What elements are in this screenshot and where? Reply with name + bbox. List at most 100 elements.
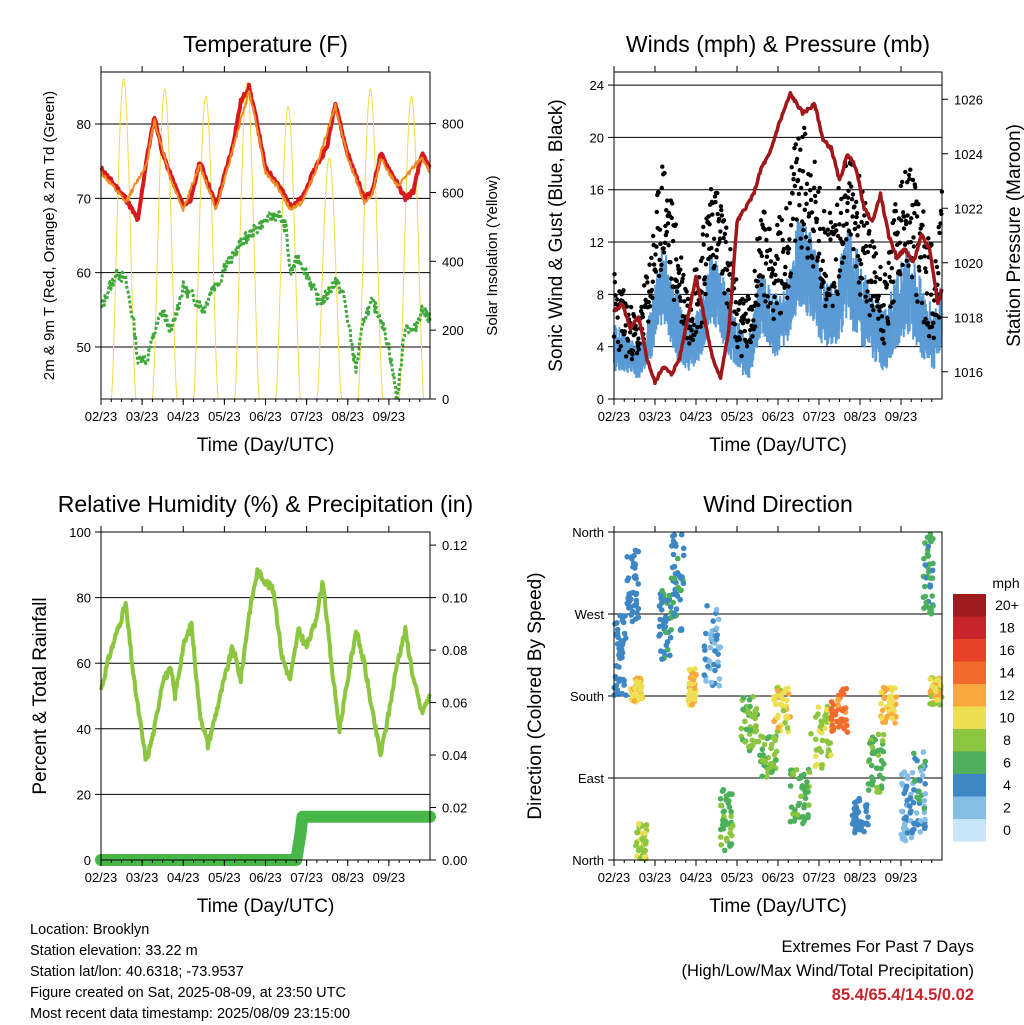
gust-point xyxy=(830,303,835,309)
direction-point xyxy=(898,771,905,778)
gust-point xyxy=(750,334,755,339)
gust-point xyxy=(767,226,772,232)
gust-point xyxy=(862,213,867,218)
gust-point xyxy=(922,254,927,259)
direction-point xyxy=(927,575,934,581)
gust-point xyxy=(650,279,655,284)
direction-point xyxy=(621,682,627,688)
gust-point xyxy=(734,277,739,282)
gust-point xyxy=(918,226,923,231)
direction-point xyxy=(782,720,788,726)
gust-point xyxy=(903,169,908,175)
gust-point xyxy=(636,336,641,341)
gust-point xyxy=(914,214,920,219)
direction-point xyxy=(728,813,734,820)
gust-point xyxy=(744,340,749,345)
colorbar-label: 12 xyxy=(999,687,1015,703)
gust-point xyxy=(630,348,636,353)
gust-point xyxy=(798,236,803,241)
direction-point xyxy=(843,717,849,723)
direction-point xyxy=(715,659,721,665)
station-elevation: Station elevation: 33.22 m xyxy=(30,943,198,959)
gust-point xyxy=(765,294,770,299)
direction-point xyxy=(718,802,724,809)
direction-point xyxy=(881,695,887,701)
chart-title: Temperature (F) xyxy=(183,31,348,57)
gust-point xyxy=(787,237,792,242)
gust-point xyxy=(841,255,847,260)
gust-point xyxy=(817,251,822,256)
x-tick-label: 06/23 xyxy=(762,870,795,885)
direction-point xyxy=(659,587,665,594)
direction-point xyxy=(629,693,636,699)
direction-point xyxy=(633,590,640,597)
direction-point xyxy=(703,630,709,637)
gust-point xyxy=(624,304,630,309)
direction-point xyxy=(841,706,847,712)
gust-point xyxy=(657,227,663,232)
direction-point xyxy=(722,820,728,826)
gust-point xyxy=(654,209,659,215)
gust-point xyxy=(923,269,929,275)
direction-point xyxy=(922,781,928,787)
direction-point xyxy=(828,752,834,759)
gust-point xyxy=(900,210,906,215)
direction-point xyxy=(738,725,745,732)
gust-point xyxy=(724,225,729,230)
direction-point xyxy=(824,707,830,713)
direction-point xyxy=(861,828,867,835)
gust-point xyxy=(647,304,653,309)
gust-point xyxy=(852,226,857,232)
direction-point xyxy=(749,737,756,743)
direction-point xyxy=(727,841,733,847)
series-2m-td xyxy=(100,210,432,402)
direction-point xyxy=(780,690,786,696)
direction-point xyxy=(613,632,620,638)
gust-point xyxy=(649,255,654,261)
gust-point xyxy=(690,337,696,343)
gust-point xyxy=(634,327,639,332)
y-right-tick-label: 800 xyxy=(442,117,464,132)
gust-point xyxy=(817,226,823,232)
gust-point xyxy=(911,244,917,249)
direction-point xyxy=(721,847,728,854)
x-tick-label: 07/23 xyxy=(803,409,836,424)
direction-point xyxy=(917,777,923,784)
y-right-tick-label: 0.08 xyxy=(442,643,467,658)
gust-point xyxy=(906,263,911,268)
gust-point xyxy=(772,261,778,266)
gust-point xyxy=(615,297,620,302)
direction-point xyxy=(904,830,911,836)
gust-point xyxy=(675,263,681,269)
gust-point xyxy=(644,275,650,280)
colorbar-label: 20+ xyxy=(995,597,1019,613)
gust-point xyxy=(906,172,912,178)
direction-point xyxy=(632,565,638,571)
gust-point xyxy=(861,223,867,228)
y-right-tick-label: 0.12 xyxy=(442,538,467,553)
gust-point xyxy=(849,184,854,189)
gust-point xyxy=(708,187,714,192)
gust-point xyxy=(763,261,769,266)
y-tick-label: 0 xyxy=(84,853,91,868)
gust-point xyxy=(754,284,760,289)
extremes-summary: Extremes For Past 7 Days (High/Low/Max W… xyxy=(681,935,974,1007)
direction-point xyxy=(825,740,832,747)
direction-point xyxy=(758,733,764,739)
gust-point xyxy=(746,318,751,323)
gust-point xyxy=(784,206,789,211)
x-tick-label: 03/23 xyxy=(639,870,672,885)
direction-point xyxy=(730,822,736,829)
gust-point xyxy=(929,324,935,329)
direction-point xyxy=(772,701,779,708)
direction-point xyxy=(925,543,932,550)
x-tick-label: 06/23 xyxy=(249,870,282,885)
gust-point xyxy=(759,253,765,259)
direction-point xyxy=(875,752,882,758)
y-right-tick-label: 1020 xyxy=(954,256,983,271)
gust-point xyxy=(837,222,842,227)
colorbar-swatch xyxy=(953,594,986,617)
gust-point xyxy=(804,181,810,186)
